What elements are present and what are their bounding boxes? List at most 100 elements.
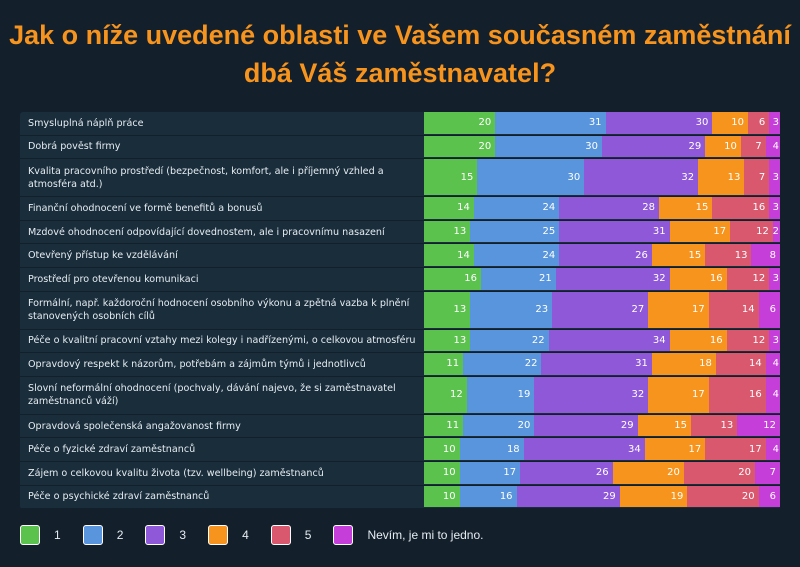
bar-segment: 20 — [424, 135, 496, 158]
legend-item: 1 — [20, 525, 61, 545]
bar-segment: 10 — [424, 438, 460, 460]
bar-segment: 29 — [601, 135, 706, 158]
legend-label: Nevím, je mi to jedno. — [367, 528, 484, 542]
bar-segment: 13 — [690, 414, 738, 437]
legend-label: 4 — [242, 528, 249, 542]
bar-segment: 14 — [708, 291, 759, 328]
bar-segment: 15 — [424, 159, 478, 196]
bar-segment: 17 — [459, 461, 521, 484]
bar-segment: 20 — [687, 485, 759, 508]
bar-stack: 14 24 26 15 13 8 — [424, 244, 780, 266]
bar-segment: 11 — [424, 353, 464, 375]
bar-segment: 19 — [619, 485, 688, 508]
bar-segment: 19 — [466, 376, 535, 413]
bar-segment: 27 — [552, 291, 649, 328]
bar-segment: 3 — [769, 197, 780, 219]
bar-segment: 6 — [758, 291, 780, 328]
bar-segment: 7 — [755, 461, 780, 484]
legend-swatch — [333, 525, 354, 545]
category-label: Opravdová společenská angažovanost firmy — [28, 420, 241, 432]
bar-segment: 22 — [470, 329, 549, 352]
stacked-bar-chart: Smysluplná náplň práce 20 31 30 10 6 3 Dobrá po… — [20, 112, 780, 510]
chart-row: Kvalita pracovního prostředí (bezpečnost… — [20, 159, 780, 198]
legend-swatch — [270, 525, 291, 545]
bar-stack: 20 30 29 10 7 4 — [424, 135, 780, 158]
bar-segment: 17 — [705, 438, 766, 460]
bar-segment: 13 — [424, 291, 471, 328]
legend-label: 1 — [54, 528, 61, 542]
legend-swatch — [20, 525, 40, 545]
bar-stack: 11 22 31 18 14 4 — [424, 353, 780, 375]
bar-segment: 12 — [424, 376, 467, 413]
bar-segment: 14 — [715, 353, 766, 375]
category-label: Péče o kvalitní pracovní vztahy mezi kol… — [28, 335, 416, 347]
bar-segment: 20 — [463, 414, 535, 437]
legend-item: 5 — [270, 525, 312, 545]
bar-segment: 31 — [559, 220, 670, 243]
bar-segment: 3 — [769, 329, 780, 352]
bar-segment: 13 — [705, 244, 752, 266]
bar-stack: 14 24 28 15 16 3 — [424, 197, 780, 219]
bar-segment: 13 — [424, 329, 471, 352]
bar-segment: 12 — [737, 414, 780, 437]
category-label: Smysluplná náplň práce — [28, 117, 144, 129]
bar-segment: 15 — [651, 244, 706, 266]
chart-row: Mzdové ohodnocení odpovídající dovednost… — [20, 220, 780, 245]
category-label: Zájem o celkovou kvalitu života (tzv. we… — [28, 467, 324, 479]
bar-segment: 16 — [712, 197, 770, 219]
chart-row: Formální, např. každoroční hodnocení oso… — [20, 291, 780, 330]
chart-row: Dobrá pověst firmy 20 30 29 10 7 4 — [20, 135, 780, 160]
legend-label: 2 — [116, 528, 124, 542]
category-label: Formální, např. každoroční hodnocení oso… — [28, 298, 410, 323]
bar-segment: 6 — [758, 485, 780, 508]
chart-row: Zájem o celkovou kvalitu života (tzv. we… — [20, 461, 780, 486]
chart-title: Jak o níže uvedené oblasti ve Vašem souč… — [9, 20, 791, 88]
bar-stack: 15 30 32 13 7 3 — [424, 159, 780, 196]
bar-segment: 10 — [712, 112, 748, 134]
bar-segment: 16 — [669, 267, 727, 290]
category-label: Mzdové ohodnocení odpovídající dovednost… — [28, 226, 385, 238]
bar-segment: 15 — [637, 414, 691, 437]
bar-segment: 26 — [520, 461, 613, 484]
bar-segment: 13 — [424, 220, 471, 243]
category-label: Otevřený přístup ke vzdělávání — [28, 250, 178, 262]
bar-stack: 13 25 31 17 12 2 — [424, 220, 780, 243]
chart-row: Smysluplná náplň práce 20 31 30 10 6 3 — [20, 112, 780, 136]
bar-stack: 11 20 29 15 13 12 — [424, 414, 780, 437]
bar-segment: 26 — [559, 244, 652, 266]
bar-stack: 10 17 26 20 20 7 — [424, 461, 780, 484]
bar-segment: 16 — [708, 376, 766, 413]
category-label: Péče o psychické zdraví zaměstnanců — [28, 491, 210, 503]
bar-segment: 31 — [495, 112, 606, 134]
chart-row: Prostředí pro otevřenou komunikaci 16 21 32… — [20, 267, 780, 292]
legend-label: 5 — [304, 528, 312, 542]
bar-segment: 10 — [705, 135, 741, 158]
bar-segment: 7 — [744, 159, 770, 196]
bar-segment: 10 — [424, 485, 460, 508]
bar-segment: 31 — [541, 353, 652, 375]
bar-segment: 23 — [470, 291, 553, 328]
legend: 1 2 3 4 5 Nevím, je mi to jedno. — [20, 525, 505, 545]
chart-row: Péče o fyzické zdraví zaměstnanců 10 18 34 1… — [20, 438, 780, 462]
bar-segment: 17 — [644, 438, 706, 460]
bar-segment: 18 — [651, 353, 716, 375]
legend-label: 3 — [179, 528, 187, 542]
bar-segment: 24 — [473, 197, 560, 219]
bar-segment: 4 — [765, 135, 780, 158]
bar-segment: 12 — [730, 220, 773, 243]
bar-segment: 17 — [648, 291, 709, 328]
bar-segment: 4 — [765, 353, 780, 375]
legend-swatch — [145, 525, 166, 545]
bar-segment: 29 — [516, 485, 620, 508]
bar-segment: 4 — [765, 438, 780, 460]
legend-item: 4 — [208, 525, 249, 545]
legend-swatch — [208, 525, 229, 545]
bar-segment: 30 — [477, 159, 585, 196]
bar-segment: 14 — [424, 197, 474, 219]
bar-segment: 2 — [772, 220, 780, 243]
bar-segment: 22 — [463, 353, 542, 375]
legend-item: 2 — [82, 525, 124, 545]
category-label: Opravdový respekt k názorům, potřebám a … — [28, 358, 366, 370]
chart-row: Otevřený přístup ke vzdělávání 14 24 26 15 13… — [20, 244, 780, 268]
bar-segment: 16 — [424, 267, 481, 290]
